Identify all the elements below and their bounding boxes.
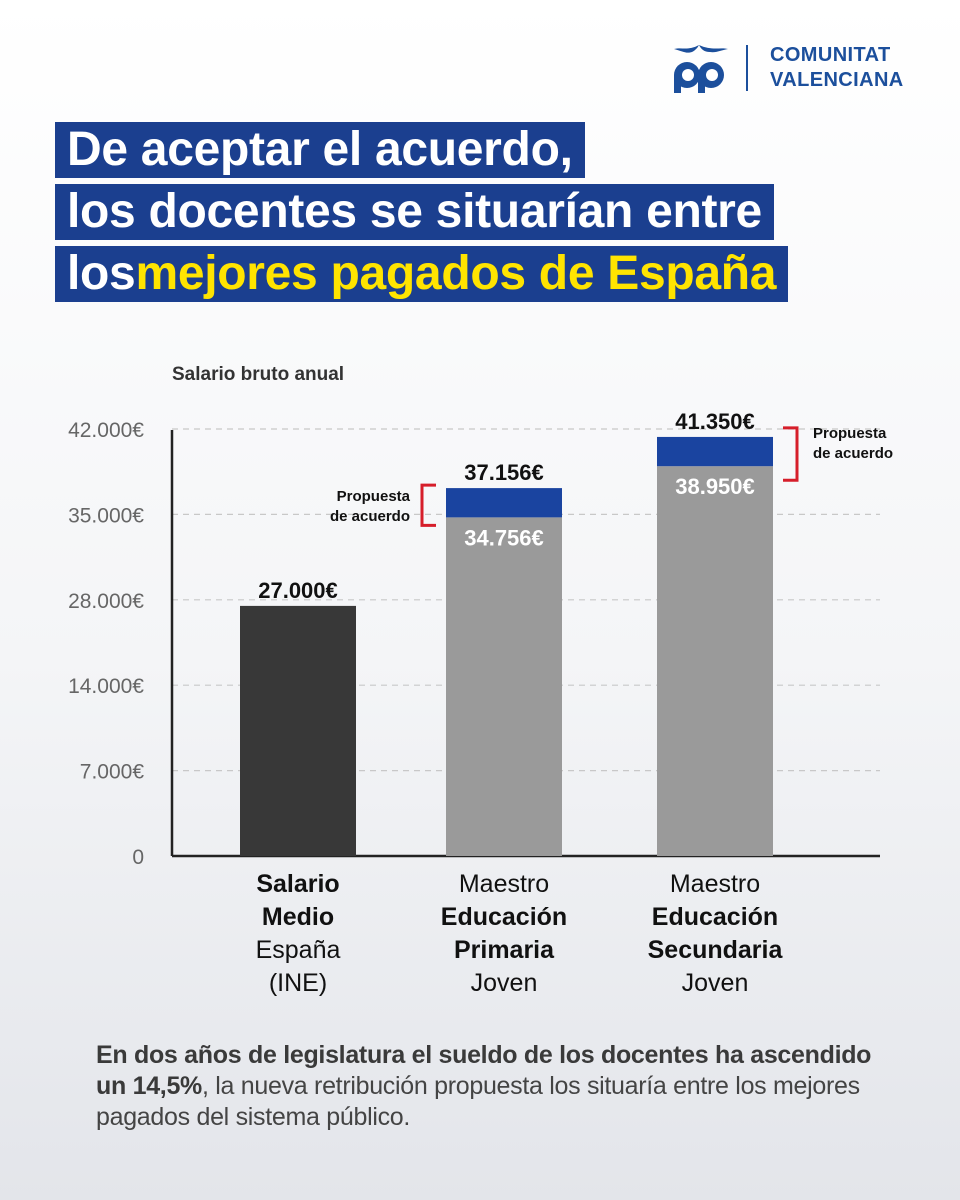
bracket: [783, 426, 799, 482]
bracket-label: de acuerdo: [813, 445, 893, 462]
bracket-label: de acuerdo: [330, 508, 410, 525]
x-category-label: Primaria: [454, 936, 555, 964]
bar-total-label: 41.350€: [675, 409, 755, 434]
x-category-label: Educación: [441, 903, 567, 931]
pp-logo-icon: [674, 45, 728, 93]
y-tick-label: 28.000€: [68, 590, 144, 613]
bar-increase: [446, 488, 562, 518]
y-tick-label: 35.000€: [68, 504, 144, 527]
y-tick-label: 42.000€: [68, 419, 144, 442]
x-category-label: (INE): [269, 969, 327, 997]
bar-total-label: 27.000€: [258, 578, 338, 603]
bar-base-label: 38.950€: [675, 474, 755, 499]
x-category-label: Joven: [682, 969, 749, 997]
brand-line-1: COMUNITAT: [770, 44, 891, 66]
x-category-label: Salario: [256, 870, 339, 898]
salary-chart: Salario bruto anual 0 7.000€ 14.000€ 28.000€…: [68, 364, 893, 997]
brand-name: COMUNITAT VALENCIANA: [770, 43, 904, 93]
x-category-label: Maestro: [670, 870, 760, 898]
x-category-label: Joven: [471, 969, 538, 997]
footer-text: En dos años de legislatura el sueldo de …: [96, 1040, 896, 1133]
x-category-label: Medio: [262, 903, 334, 931]
headline-line-3-prefix: los: [67, 247, 136, 300]
brand-line-2: VALENCIANA: [770, 69, 904, 91]
bar-base-label: 34.756€: [464, 525, 544, 550]
y-tick-label: 14.000€: [68, 675, 144, 698]
footer-regular: , la nueva retribución propuesta los sit…: [96, 1072, 860, 1131]
bar-base: [446, 517, 562, 856]
x-category-label: Educación: [652, 903, 778, 931]
y-tick-label: 0: [132, 846, 144, 869]
headline: De aceptar el acuerdo, los docentes se s…: [55, 122, 789, 308]
bar-increase: [657, 436, 773, 467]
footer-bold: En dos años de legislatura el sueldo de …: [96, 1041, 872, 1100]
bracket: [420, 483, 436, 527]
brand-divider: [746, 45, 748, 91]
bar-base: [240, 605, 356, 856]
headline-line-1: De aceptar el acuerdo,: [55, 122, 585, 178]
bracket-label: Propuesta: [337, 488, 411, 505]
x-category-label: Maestro: [459, 870, 549, 898]
y-tick-label: 7.000€: [80, 761, 145, 784]
headline-line-3: los mejores pagados de España: [55, 246, 789, 302]
headline-line-2: los docentes se situarían entre: [55, 184, 774, 240]
x-category-label: Secundaria: [648, 936, 784, 964]
bar-total-label: 37.156€: [464, 460, 544, 485]
bar-base: [657, 466, 773, 856]
y-axis-title: Salario bruto anual: [172, 364, 344, 385]
brand-header: COMUNITAT VALENCIANA: [668, 40, 904, 96]
x-category-label: España: [256, 936, 341, 964]
bracket-label: Propuesta: [813, 425, 887, 442]
headline-highlight: mejores pagados de España: [135, 247, 777, 300]
